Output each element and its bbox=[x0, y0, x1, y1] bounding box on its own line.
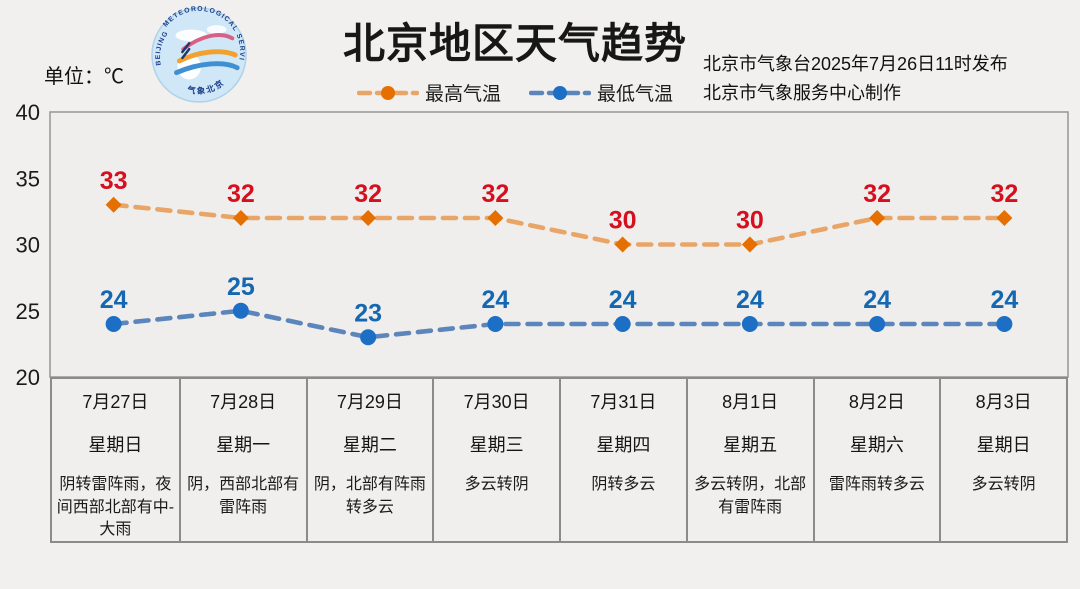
legend-line-marker-icon bbox=[529, 85, 591, 100]
forecast-weekday: 星期六 bbox=[849, 435, 904, 455]
forecast-date: 8月1日 bbox=[722, 392, 779, 412]
forecast-cell: 8月1日星期五多云转阴，北部有雷阵雨 bbox=[685, 379, 813, 543]
max-temp-marker bbox=[869, 210, 886, 226]
min-temp-marker bbox=[360, 329, 377, 346]
forecast-weekday: 星期四 bbox=[596, 435, 651, 455]
forecast-weather: 阴转多云 bbox=[591, 476, 656, 493]
legend-line-marker-icon bbox=[356, 85, 419, 100]
forecast-weekday: 星期日 bbox=[976, 435, 1031, 455]
forecast-weekday: 星期一 bbox=[216, 435, 271, 455]
legend-label: 最高气温 bbox=[424, 84, 501, 105]
min-temp-marker bbox=[105, 316, 122, 332]
y-axis-tick-label: 40 bbox=[16, 100, 40, 125]
min-temp-marker bbox=[996, 316, 1013, 332]
chart-legend: 最高气温 最低气温 bbox=[320, 79, 710, 106]
forecast-weather: 阴转雷阵雨，夜间西部北部有中-大雨 bbox=[56, 476, 175, 539]
legend-item-max-temp: 最高气温 bbox=[356, 79, 501, 106]
legend-item-min-temp: 最低气温 bbox=[529, 79, 673, 106]
forecast-weather: 多云转阴，北部有雷阵雨 bbox=[694, 476, 807, 516]
forecast-cell: 7月30日星期三多云转阴 bbox=[432, 379, 559, 543]
forecast-date: 8月3日 bbox=[975, 392, 1032, 412]
max-temp-marker bbox=[487, 210, 504, 226]
max-temp-marker bbox=[614, 236, 631, 253]
y-axis-tick-label: 20 bbox=[16, 365, 40, 385]
min-temp-value-label: 24 bbox=[736, 286, 764, 314]
forecast-weather: 多云转阴 bbox=[464, 476, 529, 493]
forecast-weather: 阴，北部有阵雨转多云 bbox=[313, 476, 426, 516]
page-title: 北京地区天气趋势 bbox=[342, 20, 687, 67]
min-temp-value-label: 25 bbox=[227, 273, 255, 301]
y-axis-tick-label: 35 bbox=[16, 166, 40, 191]
plot-area bbox=[49, 111, 1069, 378]
legend-label: 最低气温 bbox=[597, 84, 674, 105]
max-temp-marker bbox=[232, 210, 249, 226]
forecast-cell: 8月2日星期六雷阵雨转多云 bbox=[812, 379, 940, 543]
forecast-cell: 8月3日星期日多云转阴 bbox=[939, 379, 1066, 543]
unit-label: 单位：℃ bbox=[44, 66, 124, 88]
min-temp-value-label: 24 bbox=[863, 286, 891, 314]
temperature-trend-chart: 40 35 30 25 20 33 32 32 32 30 30 32 32 24 25 23 24 24 24 24… bbox=[16, 100, 1069, 385]
max-temp-marker bbox=[741, 236, 758, 253]
max-temp-line bbox=[111, 202, 1007, 247]
min-temp-marker bbox=[232, 302, 249, 319]
forecast-table: 7月27日 星期日 阴转雷阵雨，夜间西部北部有中-大雨 7月28日 星期一 阴，西部北部有… bbox=[50, 377, 1068, 543]
forecast-date: 7月27日 bbox=[82, 392, 149, 412]
forecast-cell: 7月29日星期二阴，北部有阵雨转多云 bbox=[305, 379, 433, 543]
max-temp-value-label: 32 bbox=[227, 180, 255, 208]
forecast-weather: 阴，西部北部有雷阵雨 bbox=[187, 476, 300, 516]
source-line-1: 北京市气象台2025年7月26日11时发布 bbox=[703, 54, 1008, 74]
y-axis-tick-label: 30 bbox=[16, 233, 40, 258]
min-temp-marker bbox=[487, 316, 504, 332]
min-temp-value-label: 24 bbox=[100, 286, 128, 314]
forecast-cell: 7月31日星期四阴转多云 bbox=[559, 379, 686, 543]
min-temp-marker bbox=[614, 316, 631, 332]
min-temp-value-label: 24 bbox=[609, 286, 637, 314]
forecast-cell: 7月28日星期一阴，西部北部有雷阵雨 bbox=[178, 379, 306, 543]
forecast-weather: 多云转阴 bbox=[971, 476, 1036, 493]
forecast-weekday: 星期二 bbox=[342, 435, 397, 455]
y-axis-tick-label: 25 bbox=[16, 299, 40, 324]
forecast-date: 7月29日 bbox=[336, 392, 403, 412]
forecast-date: 8月2日 bbox=[848, 392, 905, 412]
max-temp-marker bbox=[360, 210, 377, 226]
min-temp-value-label: 23 bbox=[354, 299, 382, 327]
min-temp-marker bbox=[869, 316, 886, 332]
min-temp-value-label: 24 bbox=[990, 286, 1018, 314]
min-temp-line bbox=[111, 308, 1007, 340]
max-temp-value-label: 32 bbox=[481, 180, 509, 208]
max-temp-value-label: 32 bbox=[990, 180, 1018, 208]
max-temp-value-label: 33 bbox=[100, 167, 128, 195]
max-temp-value-label: 30 bbox=[609, 207, 637, 235]
forecast-date: 7月28日 bbox=[210, 392, 277, 412]
max-temp-value-label: 30 bbox=[736, 207, 764, 235]
forecast-date: 7月31日 bbox=[590, 392, 657, 412]
forecast-weekday: 星期三 bbox=[469, 435, 524, 455]
forecast-weather: 雷阵雨转多云 bbox=[828, 476, 925, 493]
source-block: 北京市气象台2025年7月26日11时发布 北京市气象服务中心制作 bbox=[703, 50, 1008, 108]
max-temp-value-label: 32 bbox=[354, 180, 382, 208]
max-temp-marker bbox=[105, 196, 122, 213]
source-line-2: 北京市气象服务中心制作 bbox=[703, 83, 901, 103]
min-temp-value-label: 24 bbox=[481, 286, 509, 314]
forecast-date: 7月30日 bbox=[463, 392, 530, 412]
forecast-cell: 7月27日星期日阴转雷阵雨，夜间西部北部有中-大雨 bbox=[52, 379, 179, 542]
forecast-weekday: 星期日 bbox=[88, 435, 143, 455]
meteorological-service-logo-icon: METEOROLOGICAL SERVICE BEIJING 气象北京 bbox=[150, 6, 247, 103]
max-temp-marker bbox=[996, 210, 1013, 226]
min-temp-marker bbox=[741, 316, 758, 332]
forecast-weekday: 星期五 bbox=[723, 435, 778, 455]
max-temp-value-label: 32 bbox=[863, 180, 891, 208]
